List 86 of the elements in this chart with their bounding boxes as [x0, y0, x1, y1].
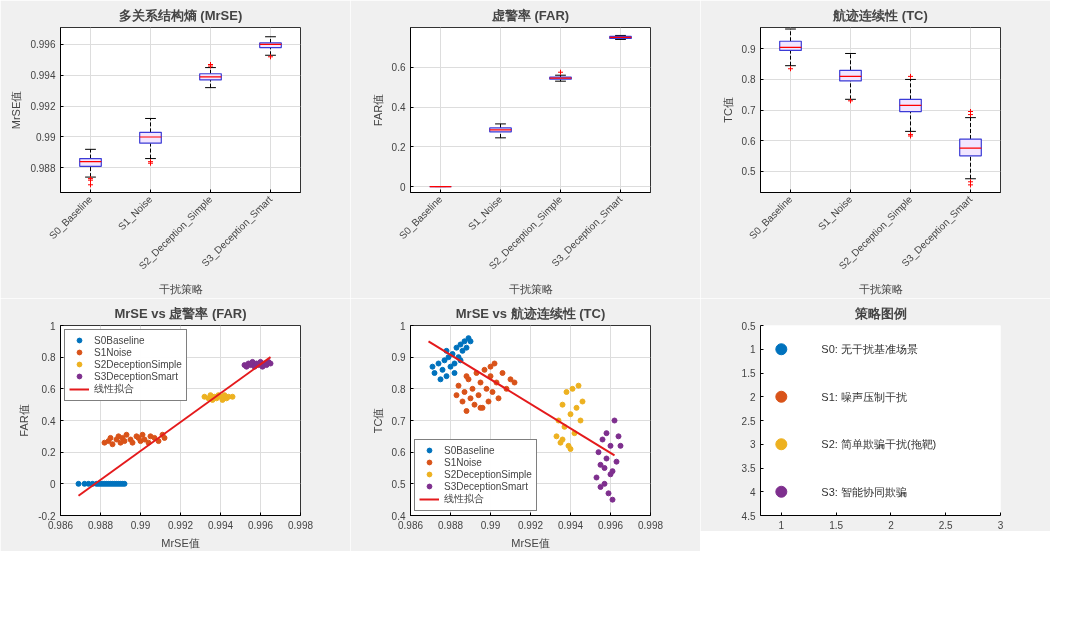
y-tick-label: 0.6 [391, 62, 406, 74]
x-axis-title: MrSE值 [511, 536, 550, 549]
chart-title: MrSE vs 航迹连续性 (TC) [455, 305, 606, 321]
y-tick-label: 0.8 [41, 352, 56, 364]
y-tick-label: 4.5 [741, 510, 756, 522]
y-tick-label: 0 [399, 181, 406, 193]
y-tick-label: 0.7 [391, 415, 406, 427]
x-tick-label: 0.992 [517, 519, 544, 531]
y-axis-title: FAR值 [18, 404, 31, 437]
text: S1: 噪声压制干扰 [821, 390, 907, 403]
legend-label: S1Noise [94, 346, 132, 358]
legend-label: S0Baseline [444, 444, 495, 456]
x-tick-label: 0.994 [207, 519, 234, 531]
y-tick-label: 3 [749, 439, 756, 451]
y-tick-label: 0.9 [741, 43, 756, 55]
legend-label: S2DeceptionSimple [444, 468, 532, 480]
x-axis-title: MrSE值 [161, 536, 200, 549]
y-axis-title: TC值 [371, 407, 384, 434]
x-tick-label: 0.988 [437, 519, 464, 531]
y-tick-label: 3.5 [741, 463, 756, 474]
x-axis-title: 干扰策略 [858, 283, 903, 296]
x-tick-label: 0.998 [287, 519, 314, 531]
legend-label: S2DeceptionSimple [94, 358, 182, 370]
legend-label: 线性拟合 [94, 382, 134, 396]
y-tick-label: 0.992 [30, 101, 56, 113]
y-tick-label: 4 [749, 486, 756, 498]
text: S3: 智能协同欺骗 [821, 485, 907, 498]
x-tick-label: 0.986 [47, 519, 74, 531]
y-tick-label: 0.5 [741, 320, 756, 332]
x-tick-label: 1.5 [829, 519, 844, 531]
x-tick-label: 2 [888, 519, 895, 531]
y-tick-label: 0.2 [41, 447, 56, 459]
y-axis-title: TC值 [721, 97, 734, 123]
y-tick-label: -0.2 [38, 510, 56, 522]
y-tick-label: 0.99 [36, 131, 56, 143]
x-axis-title: 干扰策略 [158, 283, 203, 296]
chart-title: 虚警率 (FAR) [490, 7, 570, 23]
y-tick-label: 0.7 [741, 105, 756, 116]
y-tick-label: 0.2 [391, 141, 406, 153]
y-tick-label: 0.8 [741, 74, 756, 86]
y-tick-label: 1 [749, 344, 756, 356]
chart-title: 多关系结构熵 (MrSE) [118, 7, 243, 23]
y-tick-label: 0.6 [741, 135, 756, 147]
y-tick-label: 1 [49, 320, 56, 332]
x-tick-label: 0.99 [480, 519, 501, 531]
x-tick-label: 0.986 [397, 519, 424, 531]
legend-label: 线性拟合 [444, 492, 484, 506]
y-tick-label: 0.6 [41, 383, 56, 395]
x-tick-label: 0.99 [130, 519, 151, 531]
x-tick-label: 0.994 [557, 519, 584, 531]
y-tick-label: 1.5 [741, 368, 756, 379]
x-tick-label: 0.992 [167, 519, 194, 531]
x-tick-label: 1 [778, 519, 785, 531]
y-tick-label: 2 [749, 391, 756, 403]
chart-title: MrSE vs 虚警率 (FAR) [114, 305, 247, 321]
y-tick-label: 0.6 [391, 447, 406, 459]
y-tick-label: 0.994 [30, 70, 56, 82]
y-tick-label: 0.4 [41, 415, 56, 427]
y-tick-label: 0.5 [741, 166, 756, 178]
y-tick-label: 0.4 [391, 510, 406, 522]
x-axis-title: 干扰策略 [508, 283, 553, 296]
y-tick-label: 1 [399, 320, 406, 332]
text: S2: 简单欺骗干扰(拖靶) [821, 438, 937, 451]
chart-title: 航迹连续性 (TC) [832, 7, 928, 23]
legend-label: S0Baseline [94, 334, 145, 346]
y-axis-title: MrSE值 [10, 90, 23, 130]
x-tick-label: 0.998 [637, 519, 664, 531]
text: S0: 无干扰基准场景 [821, 343, 918, 356]
y-tick-label: 0.996 [30, 39, 56, 51]
legend-label: S3DeceptionSmart [94, 370, 178, 382]
x-tick-label: 0.996 [247, 519, 274, 531]
x-tick-label: 0.988 [87, 519, 114, 531]
legend-label: S1Noise [444, 456, 482, 468]
y-axis-title: FAR值 [371, 93, 384, 127]
x-tick-label: 3 [997, 519, 1004, 531]
y-tick-label: 0.9 [391, 352, 406, 364]
y-tick-label: 0.8 [391, 383, 406, 395]
y-tick-label: 0.5 [391, 478, 406, 490]
y-tick-label: 0.988 [30, 162, 56, 174]
legend-label: S3DeceptionSmart [444, 480, 528, 492]
x-tick-label: 0.996 [597, 519, 624, 531]
x-tick-label: 2.5 [938, 519, 954, 531]
y-tick-label: 0.4 [391, 102, 406, 114]
y-tick-label: 0 [49, 478, 56, 490]
chart-title: 策略图例 [853, 305, 907, 321]
y-tick-label: 2.5 [741, 415, 756, 427]
